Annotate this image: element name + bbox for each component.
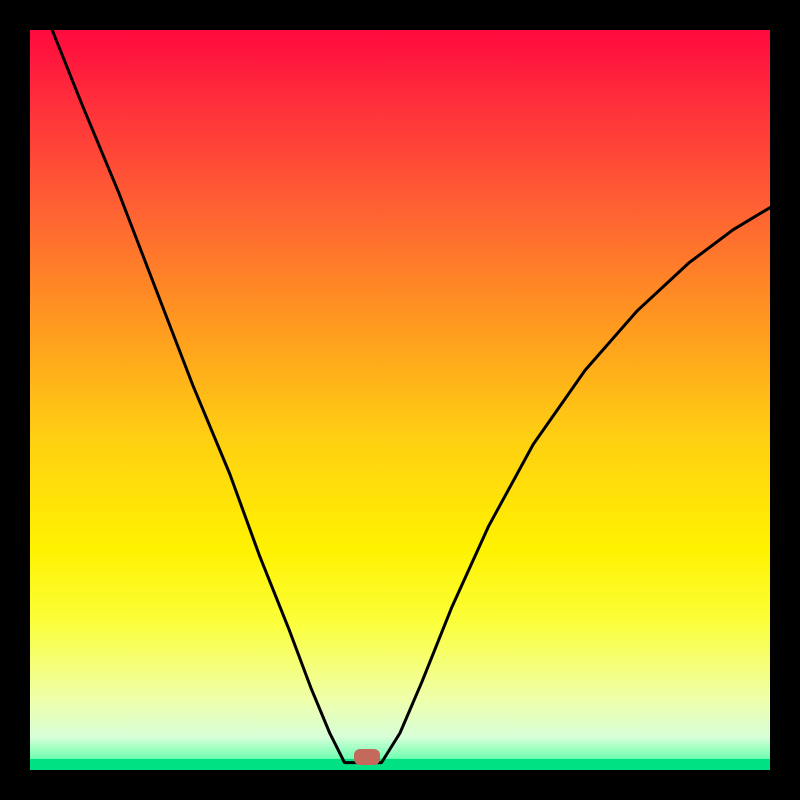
bottleneck-curve (30, 30, 770, 770)
plot-area (30, 30, 770, 770)
minimum-marker (354, 749, 380, 765)
chart-canvas: TheBottleneck.com (0, 0, 800, 800)
